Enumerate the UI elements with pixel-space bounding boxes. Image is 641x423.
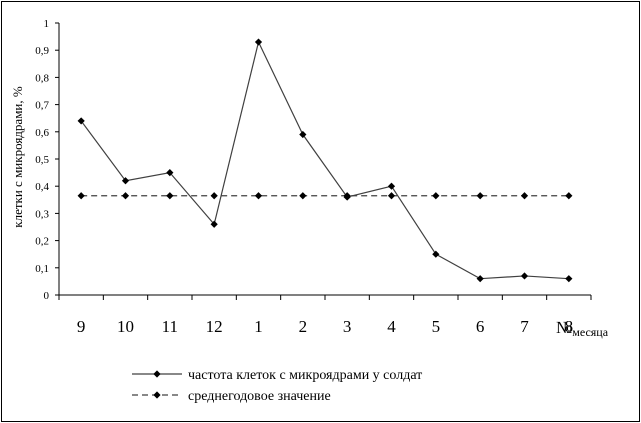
series-2-point xyxy=(565,192,573,200)
x-tick-label: 3 xyxy=(343,317,352,336)
series-2-point xyxy=(476,192,484,200)
x-tick-label: 7 xyxy=(520,317,529,336)
series-2-point xyxy=(432,192,440,200)
series-2-point xyxy=(254,192,263,200)
series-1-point xyxy=(121,177,130,185)
series-1-point xyxy=(77,117,85,125)
series-1-point xyxy=(210,220,218,228)
x-categories: 9 10 11 12 1 2 3 4 5 6 7 8 xyxy=(58,295,592,336)
y-tick-label: 0,2 xyxy=(35,236,49,248)
series-2-point xyxy=(343,192,351,200)
x-tick-label: 1 xyxy=(254,317,263,336)
axes xyxy=(58,23,591,296)
y-tick-label: 0,9 xyxy=(35,45,49,57)
x-tick-label: 10 xyxy=(117,317,134,336)
legend-marker-1 xyxy=(153,370,161,378)
series-line-1 xyxy=(80,40,569,280)
x-tick-label: 5 xyxy=(432,317,441,336)
series-2-point xyxy=(166,192,174,200)
legend-label-2: среднегодовое значение xyxy=(188,389,331,404)
x-tick-label: 2 xyxy=(299,317,308,336)
legend-label-1: частота клеток с микроядрами у солдат xyxy=(188,368,422,383)
y-tick-label: 1 xyxy=(44,18,50,30)
series-points xyxy=(77,38,573,283)
legend-box xyxy=(101,353,593,409)
legend-marker-2 xyxy=(153,391,161,399)
series-2-point xyxy=(299,192,307,200)
y-ticks: 0 0,1 0,2 0,3 0,4 0,5 0,6 0,7 0,8 0,9 1 xyxy=(35,18,59,302)
series-2-point xyxy=(387,192,396,200)
series-1-point xyxy=(432,250,440,258)
y-axis-label: клетки с микроядрами, % xyxy=(10,86,25,228)
y-tick-label: 0 xyxy=(44,290,50,302)
series-1-point xyxy=(387,182,396,190)
series-1-point xyxy=(166,169,174,177)
y-tick-label: 0,3 xyxy=(35,208,49,220)
y-tick-label: 0,7 xyxy=(35,100,49,112)
y-tick-label: 0,1 xyxy=(35,263,49,275)
series-1-point xyxy=(476,275,484,283)
y-tick-label: 0,6 xyxy=(35,127,49,139)
series-2-point xyxy=(77,192,85,200)
series-1-point xyxy=(520,272,529,280)
x-axis-label-sub: месяца xyxy=(572,325,608,339)
x-tick-label: 6 xyxy=(476,317,485,336)
x-tick-label: 4 xyxy=(387,317,396,336)
y-tick-label: 0,4 xyxy=(35,181,49,193)
x-tick-label: 9 xyxy=(77,317,86,336)
series-2-point xyxy=(121,192,130,200)
x-tick-label: 12 xyxy=(206,317,223,336)
x-axis-label: №месяца xyxy=(556,318,609,339)
series-1-point xyxy=(299,130,307,139)
legend: частота клеток с микроядрами у солдат сре… xyxy=(101,353,593,409)
x-axis-label-main: № xyxy=(556,318,572,337)
series-1-point xyxy=(254,38,263,46)
series-1-point xyxy=(565,275,573,283)
series-2-point xyxy=(210,192,218,200)
x-tick-label: 8 xyxy=(565,317,574,336)
y-tick-label: 0,8 xyxy=(35,72,49,84)
series-2-point xyxy=(520,192,529,200)
x-tick-label: 11 xyxy=(162,317,178,336)
series-lines xyxy=(80,40,569,280)
y-tick-label: 0,5 xyxy=(35,154,49,166)
